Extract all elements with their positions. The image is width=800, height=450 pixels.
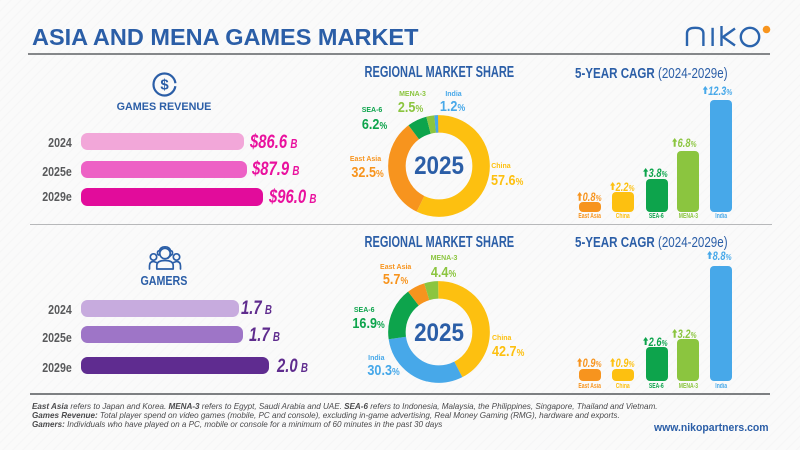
svg-text:$: $	[160, 77, 169, 94]
